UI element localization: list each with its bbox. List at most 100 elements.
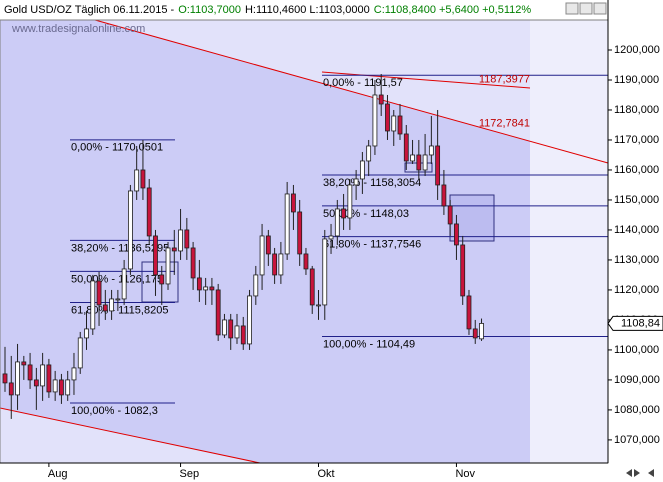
candle-body [115,298,121,301]
candle-body [372,94,378,147]
fib-label: 50,00% - 1126,175 [71,273,163,285]
candle-body [228,319,234,339]
fib-label: 61,80% - 1137,7546 [323,239,421,251]
y-tick-label: 1130,000 [614,254,659,266]
button[interactable] [579,2,593,15]
fib-label: 38,20% - 1136,5295 [71,242,169,254]
y-tick-label: 1150,000 [614,194,659,206]
candle-body [8,382,14,396]
candle-body [428,145,434,156]
y-tick-label: 1100,000 [614,344,659,356]
candle-body [341,208,346,219]
scroll-right[interactable] [634,469,640,477]
candle-body [291,193,296,213]
candle-body [127,190,133,270]
candle-body [397,115,403,135]
candle-body [146,187,152,237]
candle-body [422,154,428,171]
candle-body [59,379,64,396]
candle-body [209,286,215,291]
candle-body [253,274,259,297]
y-tick-label: 1070,000 [614,434,660,446]
candle-body [52,379,58,393]
candle-body [391,115,397,132]
candle-body [334,208,340,237]
candle-body [316,304,321,307]
candle-body [102,304,108,312]
button[interactable] [593,2,607,15]
channel-label: 1172,7841 [479,118,530,130]
header-part: H:1110,4600 L:1103,0000 [245,4,370,16]
candle-body [121,268,127,300]
candle-body [366,145,372,162]
candle-body [165,247,171,285]
candle-body [322,238,328,306]
candle-body [96,280,102,306]
header: Gold USD/OZ Täglich 06.11.2015 - O:1103,7… [4,4,531,16]
candle-body [153,235,158,276]
channel-fill [0,20,530,463]
candle-body [27,364,33,381]
candle-body [71,367,77,381]
candle-body [479,323,484,340]
last-value-label: 1108,84 [621,317,660,329]
candle-body [196,277,202,291]
y-tick-label: 1120,000 [614,284,659,296]
header-part: O:1103,7000 [178,4,241,16]
button[interactable] [565,2,579,15]
header-part: C:1108,8400 +5,6400 +0,5112% [374,4,532,16]
candle-body [278,253,284,276]
candle-body [15,361,20,396]
candle-body [472,328,478,339]
candle-body [460,244,466,297]
scroll-left[interactable] [626,469,632,477]
y-tick-label: 1190,000 [614,74,659,86]
candle-body [284,193,290,255]
fib-label: 0,00% - 1191,57 [323,77,403,89]
candle-body [2,373,8,384]
candle-body [447,205,453,225]
last-value-box [607,315,663,331]
header-part: Gold USD/OZ Täglich 06.11.2015 - [4,4,175,16]
candle-body [215,289,221,336]
channel-label: 1187,3977 [479,74,530,86]
candle-body [247,295,252,345]
fib-label: 0,00% - 1170,0501 [71,142,163,154]
candle-body [410,154,415,162]
candle-body [272,253,278,276]
fib-label: 100,00% - 1082,3 [71,405,158,417]
x-tick-label: Okt [318,468,335,480]
candle-body [353,178,359,186]
fib-label: 61,80% - 1115,8205 [71,304,168,316]
y-tick-label: 1160,000 [614,164,659,176]
candle-body [265,235,271,255]
candle-body [454,223,459,246]
y-tick-label: 1180,000 [614,104,659,116]
window-buttons [565,2,654,477]
candle-body [109,298,114,312]
candle-body [222,319,227,336]
marks: 0,00% - 1170,0501 38,20% - 1136,5295 50,00… [2,74,608,419]
candle-body [21,361,27,366]
candle-body [259,235,265,276]
candle-body [359,160,365,180]
candle-body [134,169,140,192]
y-tick-label: 1090,000 [614,374,660,386]
y-tick-label: 1170,000 [614,134,659,146]
candle-body [303,253,309,270]
candle-body [416,154,422,171]
candle-body [203,286,209,291]
candle-body [466,295,472,330]
candle-body [190,247,196,279]
candle-body [378,94,384,105]
candle-body [234,325,240,339]
zoom[interactable] [648,469,654,477]
candle-body [65,379,71,396]
fib-label: 100,00% - 1104,49 [323,338,415,350]
candle-body [40,364,46,387]
channel-line [321,71,531,89]
watermark: www.tradesignalonline.com [11,23,145,35]
candle-body [77,337,83,369]
channel-line [0,407,261,464]
